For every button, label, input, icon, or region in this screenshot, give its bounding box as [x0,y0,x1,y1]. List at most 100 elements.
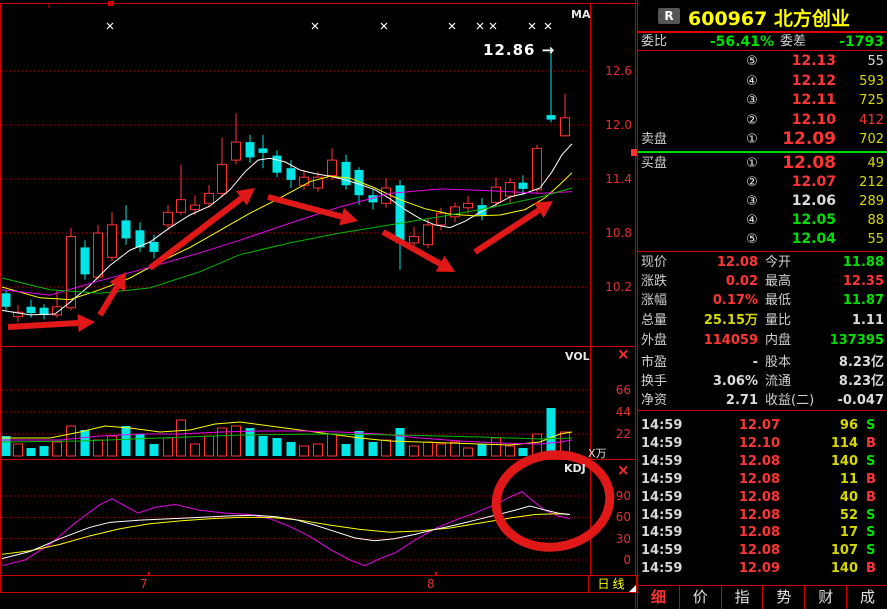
candle-body [121,220,131,239]
chart-panel[interactable]: MA VOL KDJ 12.86 → × × 12.6 12.0 11.4 10.8 1… [0,0,637,609]
order-volume: 412 [859,113,884,128]
margin-trading-badge: R [658,8,680,24]
order-price[interactable]: 12.11 [791,92,836,108]
fundamental-label: 股本 [765,355,792,370]
tick-price: 12.07 [738,418,780,433]
vol-ma-magenta [2,430,573,445]
candle-body [93,232,103,278]
sell-order-row-②[interactable]: ② 12.10 412 [638,111,887,130]
order-price[interactable]: 12.10 [791,112,836,128]
quote-value: 137395 [829,333,884,348]
annotation-arrow-head [77,313,95,332]
tick-price: 12.08 [738,453,780,469]
order-price[interactable]: 12.06 [791,193,836,209]
candle-body [26,306,36,314]
sell-order-row-①[interactable]: 卖盘 ① 12.09 702 [638,130,887,149]
vol-panel-close-icon[interactable]: × [617,345,630,363]
tick-time: 14:59 [641,453,683,469]
volume-bar [395,428,405,456]
candle-body [80,247,90,275]
tab-价[interactable]: 价 [678,586,721,609]
candle-body [409,236,419,244]
annotation-arrow [7,319,79,330]
price-axis-label: 12.6 [605,64,632,78]
order-level-icon: ④ [746,74,758,89]
tab-财[interactable]: 财 [804,586,846,609]
fundamental-label: 流通 [765,374,792,389]
candle-body [66,236,76,309]
volume-bar [135,434,145,456]
quote-value: 11.88 [842,255,884,270]
order-price[interactable]: 12.07 [791,174,836,190]
quote-row: 外盘 114059 内盘 137395 [638,331,887,350]
tab-成[interactable]: 成 [846,586,887,609]
price-axis-label: 10.8 [605,226,632,240]
order-side-label: 买盘 [641,156,668,171]
tab-指[interactable]: 指 [720,586,763,609]
month-axis-label: 7 [140,577,148,591]
candle-body [423,224,433,246]
order-price[interactable]: 12.09 [782,129,836,149]
candle-body [518,182,528,189]
order-price[interactable]: 12.08 [782,153,836,173]
cross-mark-icon [380,22,388,30]
cross-mark-icon [489,22,497,30]
order-price[interactable]: 12.13 [791,53,836,69]
volume-bar [450,441,460,457]
period-selector[interactable]: 日线 [588,575,637,593]
order-level-icon: ① [746,156,758,171]
fundamental-value: - [752,355,758,370]
buy-order-row-③[interactable]: ③ 12.06 289 [638,192,887,211]
volume-bar [436,443,446,457]
annotation-arrow [473,207,541,255]
cross-mark-icon [528,22,536,30]
candle-body [39,307,49,315]
quote-label: 外盘 [641,333,668,348]
sell-order-row-⑤[interactable]: ⑤ 12.13 55 [638,52,887,71]
order-level-icon: ③ [746,194,758,209]
quote-label: 量比 [765,313,792,328]
sell-order-row-③[interactable]: ③ 12.11 725 [638,91,887,110]
fundamental-label: 收益(二) [765,393,815,408]
order-price[interactable]: 12.05 [791,212,836,228]
cross-mark-icon [544,22,552,30]
order-price[interactable]: 12.04 [791,231,836,247]
last-price-separator [638,151,887,153]
candle-body [505,182,515,197]
buy-order-row-②[interactable]: ② 12.07 212 [638,173,887,192]
volume-bar [66,425,76,457]
order-price[interactable]: 12.12 [791,73,836,89]
tick-price: 12.10 [738,435,780,451]
tab-细[interactable]: 细 [650,588,666,606]
buy-order-row-⑤[interactable]: ⑤ 12.04 55 [638,230,887,249]
quote-label: 最低 [765,293,792,308]
tab-势[interactable]: 势 [762,586,804,609]
sell-order-row-④[interactable]: ④ 12.12 593 [638,72,887,91]
tick-direction-flag: S [866,418,876,433]
vol-ma-green [1,433,573,443]
kdj-d-line [1,513,571,555]
volume-bar [381,439,391,457]
candle-body [245,142,255,158]
tick-price: 12.08 [738,543,780,559]
candle-body [327,159,337,176]
candle-body [450,206,460,218]
order-imbalance-row: 委比 -56.41% 委差 -1793 [638,34,887,50]
tick-time: 14:59 [641,471,683,487]
volume-axis-label: 66 [615,383,631,397]
tick-time: 14:59 [641,418,683,433]
candle-body [354,170,364,196]
order-volume: 212 [859,175,884,190]
kdj-panel-close-icon[interactable]: × [617,461,630,479]
buy-order-row-①[interactable]: 买盘 ① 12.08 49 [638,154,887,173]
volume-bar [546,408,556,456]
weibi-label: 委比 [641,34,668,49]
candle-body [107,224,117,258]
divider [638,410,887,411]
candle-body [258,148,268,153]
buy-order-row-④[interactable]: ④ 12.05 88 [638,211,887,230]
high-price-flag: 12.86 → [483,41,556,59]
fundamental-label: 换手 [641,374,668,389]
quote-value: 12.08 [716,255,758,270]
fundamental-row: 换手 3.06% 流通 8.23亿 [638,372,887,391]
